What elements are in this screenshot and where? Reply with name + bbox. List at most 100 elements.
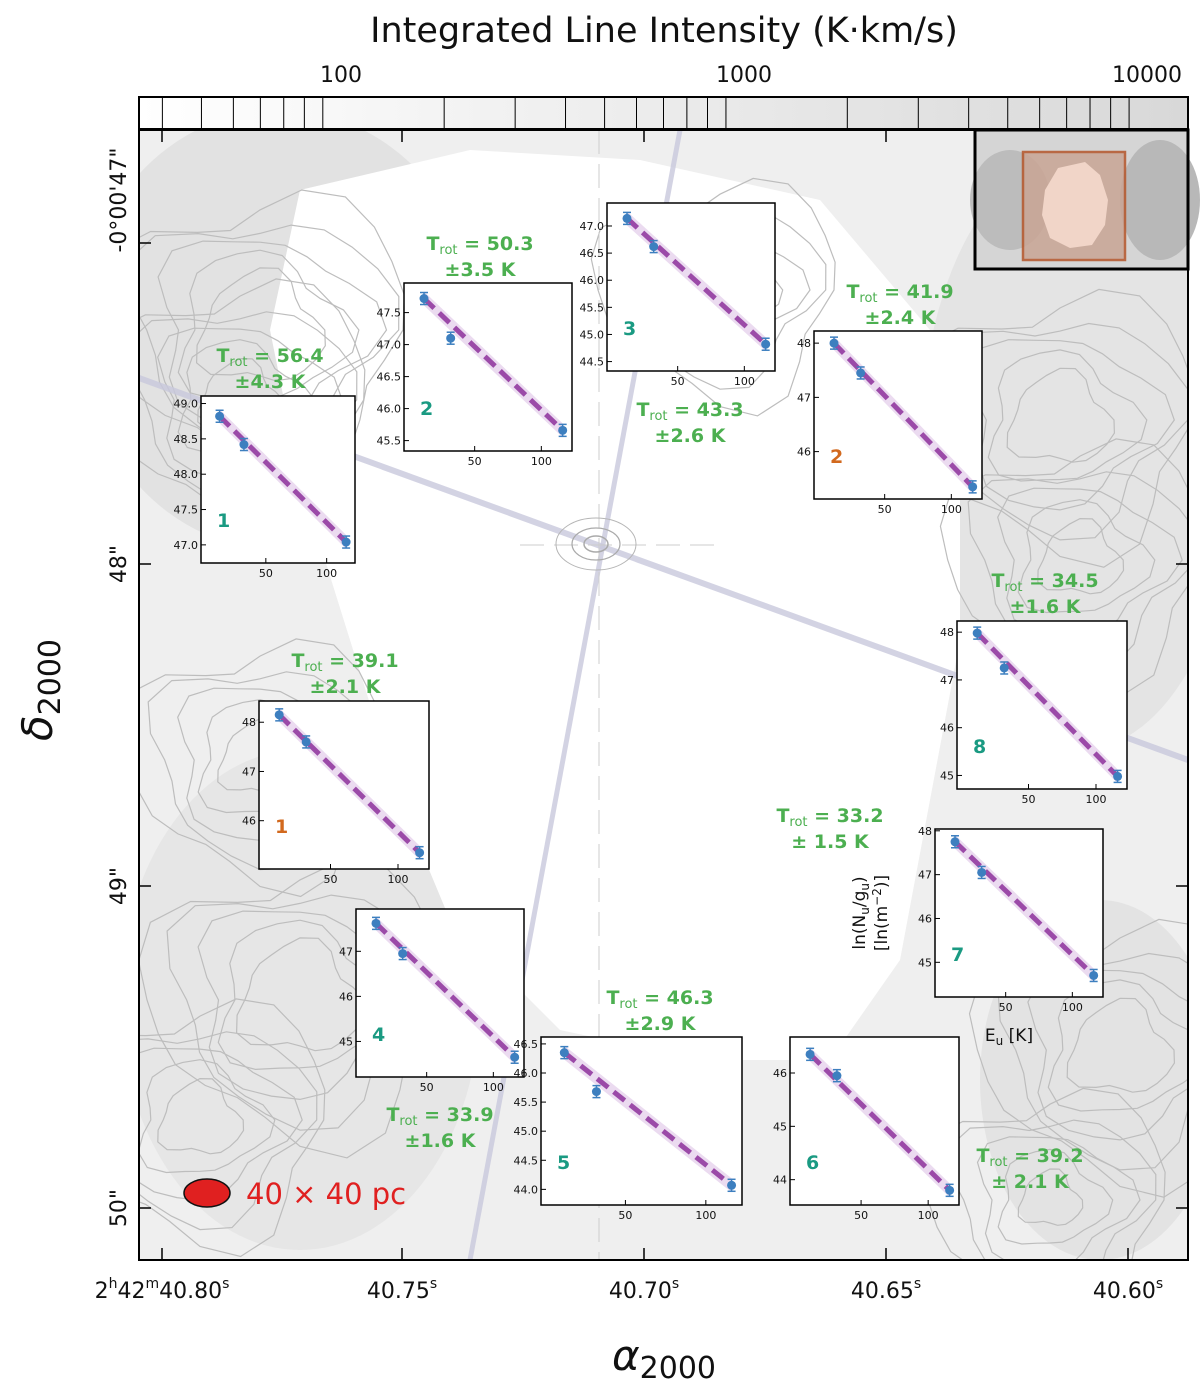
inset-y-tick-label: 45	[339, 1035, 353, 1048]
data-point	[510, 1052, 520, 1062]
inset-y-tick-label: 46.5	[377, 371, 402, 384]
inset-x-tick-label: 50	[878, 503, 892, 516]
data-point	[972, 628, 982, 638]
contour-line	[997, 487, 1183, 641]
trot-value: = 41.9	[878, 281, 954, 303]
trot-subscript: rot	[619, 997, 637, 1012]
trot-error: ±1.6 K	[1010, 596, 1082, 618]
region-number: 3	[623, 318, 636, 340]
inset-y-tick-label: 46	[940, 722, 954, 735]
x-tick-labels: 2h42m40.80s 40.75s 40.70s 40.65s 40.60s	[95, 1276, 1164, 1304]
colorbar-tick-label: 1000	[716, 63, 772, 88]
trot-symbol: T	[216, 345, 229, 367]
inset-panel: 47.0 46.5 46.0 45.5 45.0 44.5 50 100 3 Trot = 43.…	[580, 202, 776, 447]
contour-line	[139, 638, 386, 898]
inset-y-tick-label: 45.0	[514, 1125, 539, 1138]
region-number: 1	[275, 816, 288, 838]
inset-y-tick-label: 47.0	[174, 539, 199, 552]
data-point	[341, 537, 351, 547]
inset-x-tick-label: 100	[531, 455, 552, 468]
inset-y-tick-label: 46	[773, 1067, 787, 1080]
trot-symbol: T	[291, 650, 304, 672]
inset-y-tick-label: 48.5	[174, 433, 199, 446]
inset-y-tick-label: 45.5	[514, 1096, 539, 1109]
y-tick-label: -0°00'47"	[107, 147, 132, 252]
inset-x-tick-label: 50	[618, 1209, 632, 1222]
fit-line	[562, 1050, 734, 1188]
data-point	[558, 425, 568, 435]
contour-line	[139, 1031, 318, 1231]
inset-y-tick-label: 48	[940, 626, 954, 639]
inset-y-tick-label: 46	[918, 912, 932, 925]
thumbnail-emission	[1120, 140, 1200, 260]
trot-value: = 33.2	[808, 805, 884, 827]
x-axis-title: α2000	[612, 1331, 716, 1382]
thumbnail-frame	[973, 128, 1190, 271]
inset-y-tick-label: 47.5	[377, 307, 402, 320]
inset-y-tick-label: 45.5	[580, 301, 605, 314]
label-part: ln(N	[850, 915, 870, 950]
trot-error: ±2.6 K	[655, 425, 727, 447]
y-tick-label: 49"	[107, 867, 132, 905]
inset-x-axis-label: Eu [K]	[985, 1026, 1033, 1048]
inset-y-tick-label: 44.5	[514, 1154, 539, 1167]
contour-line	[1066, 997, 1176, 1093]
inset-y-axis-label: [ln(m−2)]	[870, 875, 892, 951]
fit-line	[953, 839, 1096, 978]
emission-shading	[920, 150, 1188, 750]
trot-label: Trot = 56.4	[216, 345, 323, 370]
trot-label: Trot = 34.5	[991, 570, 1098, 595]
label-sub: u	[858, 883, 872, 891]
contour-line	[139, 1059, 276, 1174]
nucleus-contour	[571, 527, 621, 561]
label-sub: u	[996, 1034, 1004, 1048]
inset-x-tick-label: 50	[1022, 793, 1036, 806]
inset-y-tick-label: 45.5	[377, 435, 402, 448]
data-point	[215, 411, 225, 421]
data-point	[649, 242, 659, 252]
inset-y-tick-label: 49.0	[174, 398, 199, 411]
inset-y-tick-label: 44.5	[580, 356, 605, 369]
region-number: 2	[420, 398, 433, 420]
inset-y-tick-label: 46.5	[580, 247, 605, 260]
inset-y-tick-label: 48.0	[174, 468, 199, 481]
inset-x-tick-label: 100	[388, 873, 409, 886]
trot-error: ±2.1 K	[310, 676, 382, 698]
contour-line	[197, 910, 428, 1101]
inset-frame	[540, 1036, 743, 1206]
contour-line	[987, 349, 1148, 482]
colorbar-title: Integrated Line Intensity (K·km/s)	[370, 11, 958, 51]
trot-value: = 43.3	[668, 399, 744, 421]
contour-line	[1047, 979, 1188, 1112]
trot-value: = 46.3	[638, 987, 714, 1009]
trot-subscript: rot	[304, 660, 322, 675]
inset-x-tick-label: 100	[316, 567, 337, 580]
trot-subscript: rot	[789, 815, 807, 830]
data-point	[945, 1185, 955, 1195]
trot-error: ±2.9 K	[625, 1013, 697, 1035]
inset-x-tick-label: 100	[1062, 1001, 1083, 1014]
trot-label: Trot = 50.3	[426, 233, 533, 258]
trot-error: ±3.5 K	[445, 259, 517, 281]
colorbar-tick-label: 100	[320, 63, 362, 88]
trot-subscript: rot	[859, 291, 877, 306]
beam-label: 40 × 40 pc	[246, 1177, 406, 1211]
inset-x-tick-label: 50	[420, 1081, 434, 1094]
trot-subscript: rot	[399, 1114, 417, 1129]
data-point	[950, 837, 960, 847]
contour-line	[948, 1119, 1157, 1260]
trot-symbol: T	[846, 281, 859, 303]
inset-y-tick-label: 47	[797, 391, 811, 404]
inset-frame	[934, 828, 1104, 998]
fit-line	[374, 921, 517, 1060]
overview-thumbnail	[970, 128, 1200, 271]
inset-x-tick-label: 50	[999, 1001, 1013, 1014]
